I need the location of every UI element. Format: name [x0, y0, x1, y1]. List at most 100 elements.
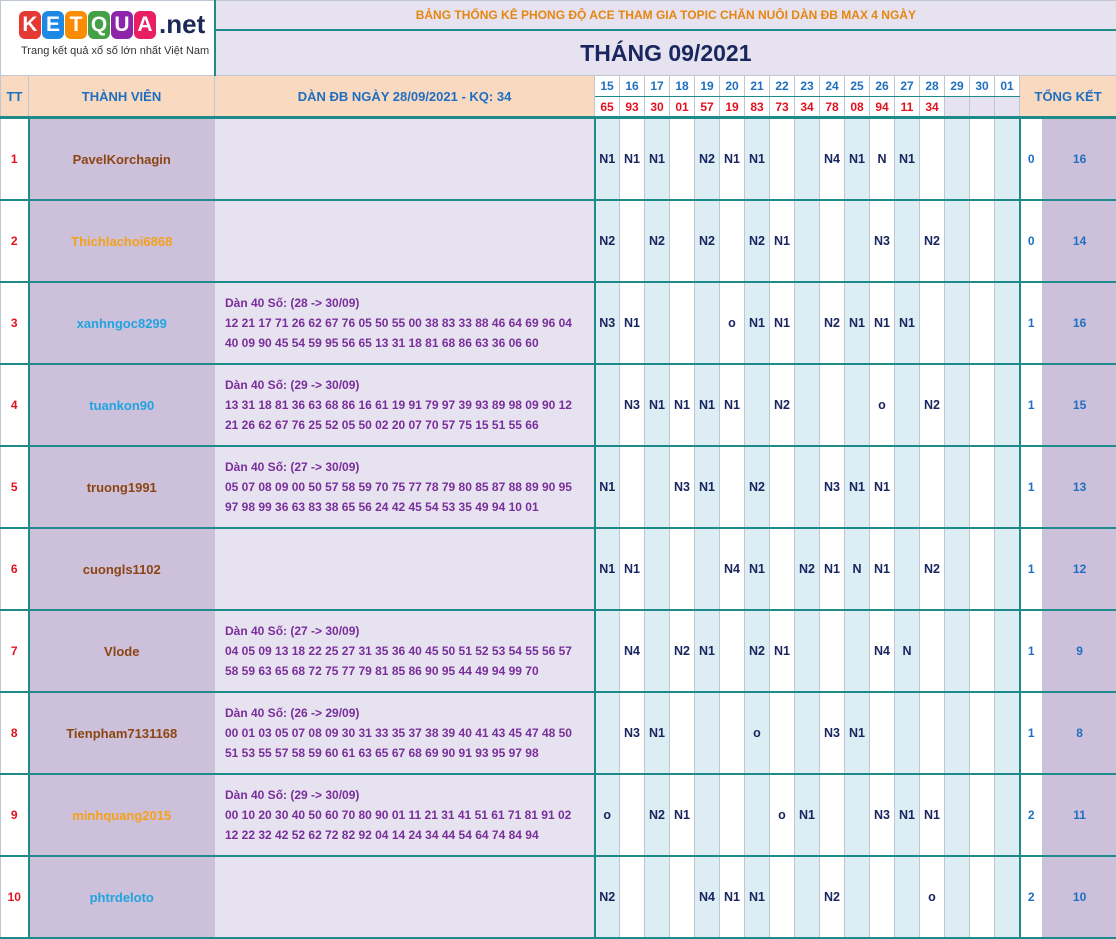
day-cell: N3 [820, 446, 845, 528]
day-cell: N2 [920, 200, 945, 282]
day-cell: N2 [770, 364, 795, 446]
day-cell: N3 [620, 692, 645, 774]
day-cell: N [870, 118, 895, 201]
day-result: 94 [870, 97, 895, 118]
day-cell [695, 528, 720, 610]
day-cell [970, 774, 995, 856]
day-cell [695, 282, 720, 364]
day-cell: N2 [745, 446, 770, 528]
member-name[interactable]: cuongls1102 [29, 528, 215, 610]
day-cell [945, 200, 970, 282]
day-cell [670, 282, 695, 364]
member-name[interactable]: truong1991 [29, 446, 215, 528]
day-cell [995, 200, 1020, 282]
row-index: 9 [1, 774, 29, 856]
day-cell [870, 692, 895, 774]
day-cell: N2 [595, 856, 620, 938]
day-cell [945, 856, 970, 938]
day-cell: N2 [595, 200, 620, 282]
day-cell [670, 528, 695, 610]
member-name[interactable]: xanhngoc8299 [29, 282, 215, 364]
day-cell: N [845, 528, 870, 610]
member-name[interactable]: Vlode [29, 610, 215, 692]
row-index: 1 [1, 118, 29, 201]
day-cell: N1 [895, 282, 920, 364]
day-result: 73 [770, 97, 795, 118]
day-cell [970, 610, 995, 692]
day-cell [670, 200, 695, 282]
day-cell: N1 [645, 364, 670, 446]
day-header: 30 [970, 76, 995, 97]
day-cell: N2 [820, 282, 845, 364]
day-header: 22 [770, 76, 795, 97]
day-header: 15 [595, 76, 620, 97]
day-cell [895, 364, 920, 446]
table-title: BẢNG THỐNG KÊ PHONG ĐỘ ACE THAM GIA TOPI… [215, 1, 1116, 31]
dan-line: 12 21 17 71 26 62 67 76 05 50 55 00 38 8… [225, 313, 584, 333]
day-cell: N2 [920, 364, 945, 446]
dan-numbers: Dàn 40 Số: (29 -> 30/09)13 31 18 81 36 6… [215, 364, 595, 446]
member-name[interactable]: Tienpham7131168 [29, 692, 215, 774]
day-cell: N1 [745, 528, 770, 610]
member-name[interactable]: Thichlachoi6868 [29, 200, 215, 282]
day-cell: N3 [870, 774, 895, 856]
day-result: 83 [745, 97, 770, 118]
day-cell [670, 118, 695, 201]
dan-line: 00 10 20 30 40 50 60 70 80 90 01 11 21 3… [225, 805, 584, 825]
day-cell: N3 [620, 364, 645, 446]
day-cell: N2 [645, 200, 670, 282]
day-cell: N1 [620, 118, 645, 201]
day-cell: N2 [745, 610, 770, 692]
dan-line: Dàn 40 Số: (28 -> 30/09) [225, 293, 584, 313]
day-cell: o [720, 282, 745, 364]
day-cell [945, 364, 970, 446]
member-name[interactable]: phtrdeloto [29, 856, 215, 938]
dan-numbers [215, 856, 595, 938]
day-cell: N1 [920, 774, 945, 856]
logo-letter: K [19, 11, 41, 39]
dan-line: Dàn 40 Số: (27 -> 30/09) [225, 621, 584, 641]
day-cell [945, 446, 970, 528]
day-header: 23 [795, 76, 820, 97]
day-cell [645, 282, 670, 364]
day-cell [720, 692, 745, 774]
row-index: 6 [1, 528, 29, 610]
dan-line: 97 98 99 36 63 83 38 65 56 24 42 45 54 5… [225, 497, 584, 517]
day-cell [970, 118, 995, 201]
total-wins: 1 [1020, 692, 1043, 774]
day-cell [720, 200, 745, 282]
member-name[interactable]: tuankon90 [29, 364, 215, 446]
day-cell [895, 528, 920, 610]
day-cell [995, 118, 1020, 201]
header-total: TỔNG KẾT [1020, 76, 1116, 118]
day-cell [795, 364, 820, 446]
day-cell [895, 200, 920, 282]
total-points: 11 [1043, 774, 1116, 856]
dan-line: Dàn 40 Số: (29 -> 30/09) [225, 785, 584, 805]
day-cell [745, 774, 770, 856]
day-cell [845, 610, 870, 692]
member-name[interactable]: minhquang2015 [29, 774, 215, 856]
day-cell: N1 [720, 856, 745, 938]
day-cell: N2 [695, 118, 720, 201]
day-cell: N1 [820, 528, 845, 610]
day-result: 01 [670, 97, 695, 118]
day-result: 65 [595, 97, 620, 118]
day-cell [995, 856, 1020, 938]
day-cell [995, 528, 1020, 610]
member-name[interactable]: PavelKorchagin [29, 118, 215, 201]
day-cell: o [870, 364, 895, 446]
day-cell: N1 [770, 200, 795, 282]
day-cell: N3 [670, 446, 695, 528]
total-wins: 2 [1020, 774, 1043, 856]
dan-line: 04 05 09 13 18 22 25 27 31 35 36 40 45 5… [225, 641, 584, 661]
day-header: 29 [945, 76, 970, 97]
total-points: 16 [1043, 282, 1116, 364]
row-index: 5 [1, 446, 29, 528]
